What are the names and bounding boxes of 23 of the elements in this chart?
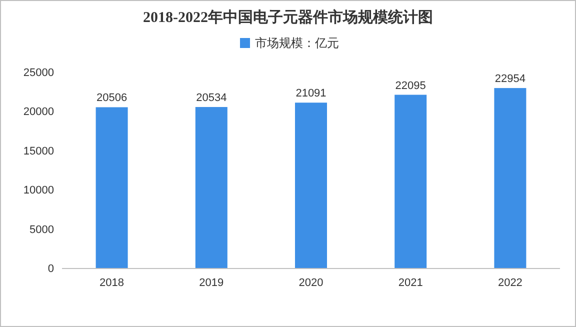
bar: [494, 88, 526, 268]
chart-title: 2018-2022年中国电子元器件市场规模统计图: [143, 8, 433, 26]
x-tick-label: 2022: [498, 277, 522, 289]
y-tick-label: 25000: [23, 67, 54, 79]
bar: [394, 94, 427, 268]
data-label: 22954: [494, 73, 526, 86]
x-tick-label: 2018: [100, 277, 124, 289]
y-tick-label: 20000: [23, 106, 54, 118]
x-tick-label: 2020: [298, 277, 324, 289]
data-label: 21091: [296, 88, 326, 100]
data-label: 22095: [395, 80, 426, 92]
y-tick-label: 5000: [30, 224, 54, 236]
y-tick-label: 10000: [23, 184, 54, 197]
bar: [96, 107, 128, 268]
data-label: 20534: [196, 92, 227, 104]
bar: [295, 102, 327, 268]
legend-label: 市场规模：亿元: [255, 36, 339, 50]
y-tick-label: 0: [48, 263, 54, 275]
data-label: 20506: [96, 92, 128, 104]
bar: [195, 107, 228, 268]
x-tick-label: 2019: [199, 277, 224, 289]
y-tick-label: 15000: [23, 145, 54, 158]
x-tick-label: 2021: [398, 277, 423, 289]
